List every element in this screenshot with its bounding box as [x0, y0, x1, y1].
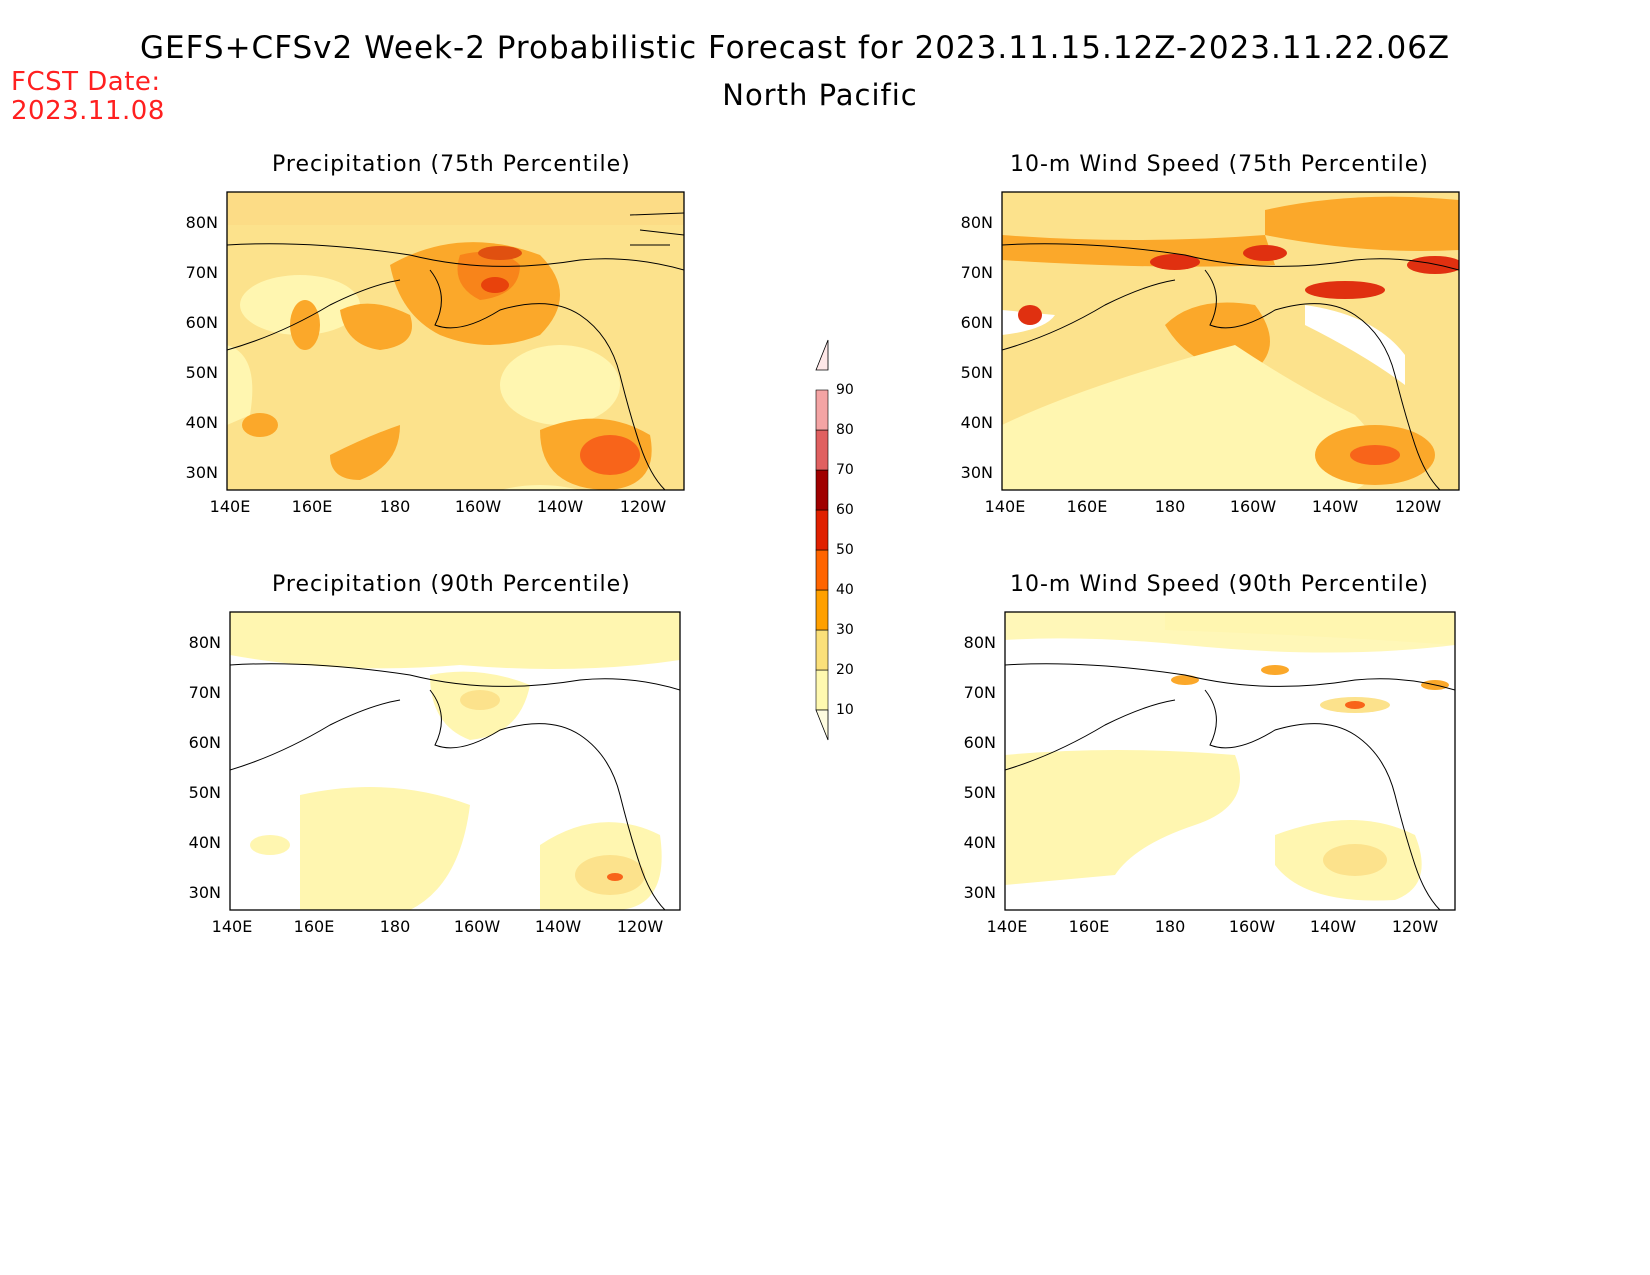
svg-text:180: 180	[1155, 917, 1186, 936]
svg-text:140E: 140E	[987, 917, 1028, 936]
map-wind-75: 80N 70N 60N 50N 40N 30N 140E 160E 180 16…	[961, 191, 1460, 516]
svg-text:60N: 60N	[189, 733, 221, 752]
lon-axis-2: 140E 160E 180 160W 140W 120W	[985, 497, 1442, 516]
panel-title-precip-90: Precipitation (90th Percentile)	[272, 572, 631, 597]
colorbar-boxes	[815, 389, 829, 711]
colorbar-bottom-triangle	[815, 709, 829, 741]
svg-text:140W: 140W	[1310, 917, 1357, 936]
svg-text:160E: 160E	[1067, 497, 1108, 516]
svg-text:140W: 140W	[1312, 497, 1359, 516]
fcst-label: FCST Date:	[11, 67, 161, 97]
svg-text:80N: 80N	[189, 633, 221, 652]
svg-text:120W: 120W	[1392, 917, 1439, 936]
svg-text:50N: 50N	[186, 363, 218, 382]
svg-text:160E: 160E	[1069, 917, 1110, 936]
map-precip-90: 80N 70N 60N 50N 40N 30N 140E 160E 180 16…	[189, 611, 681, 936]
svg-text:140W: 140W	[535, 917, 582, 936]
lon-axis-3: 140E 160E 180 160W 140W 120W	[212, 917, 664, 936]
colorbar-label: 20	[836, 662, 854, 678]
svg-text:180: 180	[380, 497, 411, 516]
svg-text:50N: 50N	[964, 783, 996, 802]
colorbar-label: 30	[836, 622, 854, 638]
svg-text:40N: 40N	[961, 413, 993, 432]
svg-text:80N: 80N	[961, 213, 993, 232]
colorbar-label: 90	[836, 382, 854, 398]
svg-text:160W: 160W	[1230, 497, 1277, 516]
lon-axis-1: 140E 160E 180 160W 140W 120W	[210, 497, 667, 516]
svg-text:40N: 40N	[964, 833, 996, 852]
svg-text:30N: 30N	[961, 463, 993, 482]
svg-text:60N: 60N	[964, 733, 996, 752]
svg-text:140E: 140E	[985, 497, 1026, 516]
svg-text:120W: 120W	[617, 917, 664, 936]
colorbar-box	[815, 429, 829, 471]
forecast-date-label: FCST Date: 2023.11.08	[11, 68, 165, 126]
svg-text:40N: 40N	[186, 413, 218, 432]
svg-text:30N: 30N	[186, 463, 218, 482]
svg-text:70N: 70N	[186, 263, 218, 282]
svg-text:140W: 140W	[537, 497, 584, 516]
panel-title-wind-75: 10-m Wind Speed (75th Percentile)	[1010, 152, 1429, 177]
svg-text:180: 180	[1155, 497, 1186, 516]
colorbar-label: 80	[836, 422, 854, 438]
svg-text:160E: 160E	[294, 917, 335, 936]
colorbar-box	[815, 549, 829, 591]
svg-text:50N: 50N	[961, 363, 993, 382]
lat-axis-4: 80N 70N 60N 50N 40N 30N	[964, 633, 996, 902]
colorbar: 10 20 30 40 50 60 70 80 90	[815, 339, 854, 741]
lon-axis-4: 140E 160E 180 160W 140W 120W	[987, 917, 1439, 936]
colorbar-label: 50	[836, 542, 854, 558]
svg-text:80N: 80N	[964, 633, 996, 652]
map-precip-75: 80N 70N 60N 50N 40N 30N 140E 160E 180 16…	[186, 191, 685, 516]
svg-text:70N: 70N	[189, 683, 221, 702]
svg-text:120W: 120W	[1395, 497, 1442, 516]
svg-text:30N: 30N	[964, 883, 996, 902]
panel-title-precip-75: Precipitation (75th Percentile)	[272, 152, 631, 177]
svg-text:40N: 40N	[189, 833, 221, 852]
svg-text:70N: 70N	[964, 683, 996, 702]
fcst-date: 2023.11.08	[11, 96, 165, 126]
colorbar-box	[815, 629, 829, 671]
svg-text:140E: 140E	[212, 917, 253, 936]
colorbar-box	[815, 589, 829, 631]
region-subtitle: North Pacific	[722, 78, 918, 112]
colorbar-box	[815, 469, 829, 511]
svg-text:180: 180	[380, 917, 411, 936]
panel-title-wind-90: 10-m Wind Speed (90th Percentile)	[1010, 572, 1429, 597]
colorbar-label: 40	[836, 582, 854, 598]
svg-text:160W: 160W	[454, 917, 501, 936]
colorbar-labels: 10 20 30 40 50 60 70 80 90	[836, 382, 854, 718]
map-wind-90: 80N 70N 60N 50N 40N 30N 140E 160E 180 16…	[964, 611, 1456, 936]
page-title: GEFS+CFSv2 Week-2 Probabilistic Forecast…	[140, 30, 1451, 66]
colorbar-box	[815, 389, 829, 431]
svg-text:120W: 120W	[620, 497, 667, 516]
colorbar-box	[815, 669, 829, 711]
svg-text:60N: 60N	[961, 313, 993, 332]
colorbar-label: 70	[836, 462, 854, 478]
colorbar-label: 60	[836, 502, 854, 518]
colorbar-label: 10	[836, 702, 854, 718]
svg-text:160W: 160W	[1229, 917, 1276, 936]
lat-axis-3: 80N 70N 60N 50N 40N 30N	[189, 633, 221, 902]
svg-text:160W: 160W	[455, 497, 502, 516]
svg-text:30N: 30N	[189, 883, 221, 902]
svg-text:50N: 50N	[189, 783, 221, 802]
svg-text:160E: 160E	[292, 497, 333, 516]
svg-text:140E: 140E	[210, 497, 251, 516]
lat-axis-2: 80N 70N 60N 50N 40N 30N	[961, 213, 993, 482]
colorbar-box	[815, 509, 829, 551]
colorbar-top-triangle	[815, 339, 829, 371]
lat-axis-1: 80N 70N 60N 50N 40N 30N	[186, 213, 218, 482]
svg-text:60N: 60N	[186, 313, 218, 332]
svg-text:70N: 70N	[961, 263, 993, 282]
svg-text:80N: 80N	[186, 213, 218, 232]
